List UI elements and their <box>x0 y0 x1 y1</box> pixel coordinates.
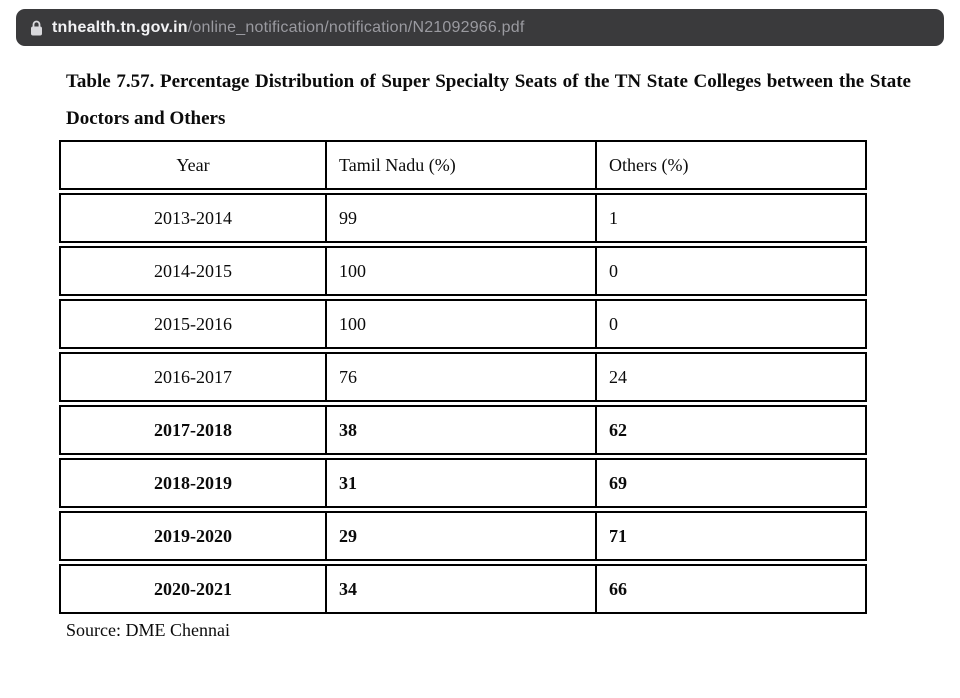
year-cell: 2016-2017 <box>59 352 327 402</box>
tamil-nadu-cell: 38 <box>327 405 597 455</box>
others-cell: 1 <box>597 193 867 243</box>
others-cell: 71 <box>597 511 867 561</box>
source-note: Source: DME Chennai <box>66 620 230 640</box>
tamil-nadu-cell: 100 <box>327 246 597 296</box>
others-cell: 0 <box>597 299 867 349</box>
others-cell: 66 <box>597 564 867 614</box>
table-row: 2016-2017 76 24 <box>59 352 867 402</box>
column-header-tamil-nadu: Tamil Nadu (%) <box>327 140 597 190</box>
lock-icon <box>30 20 43 36</box>
tamil-nadu-cell: 99 <box>327 193 597 243</box>
address-bar[interactable]: tnhealth.tn.gov.in/online_notification/n… <box>16 9 944 46</box>
year-cell: 2013-2014 <box>59 193 327 243</box>
year-cell: 2017-2018 <box>59 405 327 455</box>
tamil-nadu-cell: 100 <box>327 299 597 349</box>
others-cell: 62 <box>597 405 867 455</box>
table-row: 2019-2020 29 71 <box>59 511 867 561</box>
table-row: 2018-2019 31 69 <box>59 458 867 508</box>
table-header-row: Year Tamil Nadu (%) Others (%) <box>59 140 867 190</box>
year-cell: 2018-2019 <box>59 458 327 508</box>
column-header-year: Year <box>59 140 327 190</box>
table-row: 2013-2014 99 1 <box>59 193 867 243</box>
others-cell: 0 <box>597 246 867 296</box>
table-row: 2014-2015 100 0 <box>59 246 867 296</box>
year-cell: 2020-2021 <box>59 564 327 614</box>
url-text: tnhealth.tn.gov.in/online_notification/n… <box>52 19 525 37</box>
tamil-nadu-cell: 29 <box>327 511 597 561</box>
pdf-page: Table 7.57. Percentage Distribution of S… <box>0 46 960 641</box>
others-cell: 24 <box>597 352 867 402</box>
table-row: 2017-2018 38 62 <box>59 405 867 455</box>
data-table: Year Tamil Nadu (%) Others (%) 2013-2014… <box>59 137 867 617</box>
tamil-nadu-cell: 34 <box>327 564 597 614</box>
table-row: 2020-2021 34 66 <box>59 564 867 614</box>
tamil-nadu-cell: 76 <box>327 352 597 402</box>
others-cell: 69 <box>597 458 867 508</box>
url-path: /online_notification/notification/N21092… <box>187 18 525 36</box>
tamil-nadu-cell: 31 <box>327 458 597 508</box>
year-cell: 2014-2015 <box>59 246 327 296</box>
year-cell: 2015-2016 <box>59 299 327 349</box>
table-caption: Table 7.57. Percentage Distribution of S… <box>66 71 911 129</box>
url-domain: tnhealth.tn.gov.in <box>52 18 188 36</box>
year-cell: 2019-2020 <box>59 511 327 561</box>
table-row: 2015-2016 100 0 <box>59 299 867 349</box>
column-header-others: Others (%) <box>597 140 867 190</box>
